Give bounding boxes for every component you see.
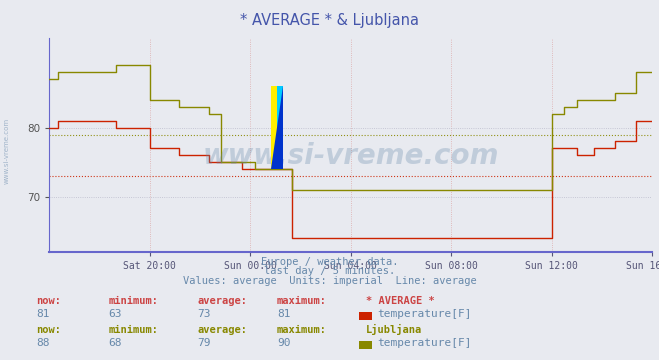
Text: 88: 88	[36, 338, 49, 348]
Text: temperature[F]: temperature[F]	[377, 338, 471, 348]
Text: average:: average:	[198, 296, 248, 306]
Text: maximum:: maximum:	[277, 325, 327, 335]
Text: Ljubljana: Ljubljana	[366, 324, 422, 335]
Text: www.si-vreme.com: www.si-vreme.com	[203, 141, 499, 170]
Text: Values: average  Units: imperial  Line: average: Values: average Units: imperial Line: av…	[183, 276, 476, 286]
Polygon shape	[272, 86, 283, 169]
Text: average:: average:	[198, 325, 248, 335]
Text: minimum:: minimum:	[109, 296, 159, 306]
Text: 63: 63	[109, 309, 122, 319]
Text: * AVERAGE * & Ljubljana: * AVERAGE * & Ljubljana	[240, 13, 419, 28]
Text: 81: 81	[36, 309, 49, 319]
Text: 79: 79	[198, 338, 211, 348]
Text: last day / 5 minutes.: last day / 5 minutes.	[264, 266, 395, 276]
Text: 68: 68	[109, 338, 122, 348]
Text: 81: 81	[277, 309, 290, 319]
Bar	[272, 86, 277, 169]
Text: maximum:: maximum:	[277, 296, 327, 306]
Text: 90: 90	[277, 338, 290, 348]
Text: minimum:: minimum:	[109, 325, 159, 335]
Text: * AVERAGE *: * AVERAGE *	[366, 296, 434, 306]
Bar	[277, 86, 283, 169]
Text: temperature[F]: temperature[F]	[377, 309, 471, 319]
Text: www.si-vreme.com: www.si-vreme.com	[3, 118, 10, 184]
Text: now:: now:	[36, 325, 61, 335]
Text: Europe / weather data.: Europe / weather data.	[261, 257, 398, 267]
Text: now:: now:	[36, 296, 61, 306]
Text: 73: 73	[198, 309, 211, 319]
